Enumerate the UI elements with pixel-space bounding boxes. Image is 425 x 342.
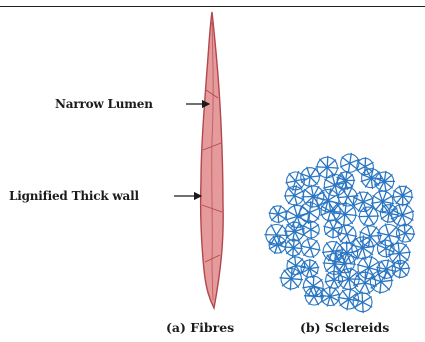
sclereid-cell	[302, 220, 320, 240]
sclereid-cell	[379, 203, 400, 224]
sclereid-cell	[336, 170, 356, 191]
fibre-cross-wall	[204, 254, 221, 263]
sclereid-cell	[373, 170, 396, 193]
fibre-cell	[199, 11, 224, 311]
label-lignified-wall: Lignified Thick wall	[9, 189, 139, 203]
sclereid-cell	[315, 188, 341, 213]
top-rule	[0, 6, 425, 7]
sclereid-cell	[319, 286, 341, 307]
label-narrow-lumen: Narrow Lumen	[55, 97, 153, 111]
sclereid-cell	[391, 259, 411, 279]
sclereid-cell	[358, 206, 380, 227]
sclereids-cluster	[264, 152, 416, 314]
sclereid-cell	[333, 252, 356, 274]
sclereid-cell	[376, 238, 395, 258]
sclereid-cell	[336, 186, 359, 207]
sclereid-cell	[370, 190, 395, 214]
fibre-cross-wall	[202, 142, 222, 151]
sclereid-cell	[279, 266, 304, 291]
fibre-lumen	[211, 21, 214, 301]
sclereid-cell	[390, 203, 415, 227]
caption-sclereids: (b) Sclereids	[300, 320, 390, 335]
sclereid-cell	[395, 223, 416, 243]
sclereid-cell	[284, 238, 303, 258]
sclereid-cell	[339, 152, 360, 174]
sclereid-cell	[285, 170, 306, 191]
sclereid-cell	[300, 237, 321, 259]
sclereid-cell	[352, 291, 373, 314]
sclereid-cell	[369, 269, 394, 294]
sclereid-cell	[392, 185, 414, 207]
sclereid-cell	[359, 224, 383, 248]
sclereid-cell	[299, 258, 320, 279]
sclereid-cell	[387, 241, 411, 266]
sclereid-cell	[322, 173, 348, 198]
sclereid-cell	[299, 166, 321, 188]
sclereid-cell	[336, 224, 358, 245]
fibre-cross-wall	[201, 204, 223, 213]
sclereid-cell	[268, 205, 288, 224]
caption-fibres: (a) Fibres	[166, 320, 235, 335]
sclereid-cell	[283, 184, 305, 207]
sclereid-cell	[352, 191, 374, 213]
fibre-cross-wall	[205, 89, 219, 99]
